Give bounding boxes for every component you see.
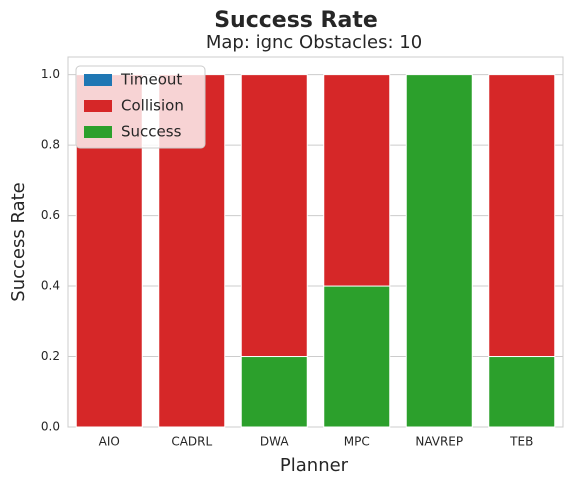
y-tick-label: 0.6 [41,208,60,222]
x-tick-label: TEB [509,435,533,449]
bar-segment [488,74,556,358]
x-tick-label: CADRL [171,435,212,449]
bar-segment [488,356,556,428]
legend-swatch [84,74,112,86]
y-axis-label: Success Rate [8,182,29,301]
bar-segment [323,74,391,287]
plot-frame [67,56,564,428]
legend-swatch [84,126,112,138]
legend-swatch [84,100,112,112]
bar-segment [405,74,473,428]
y-tick-label: 0.4 [41,279,60,293]
bar-segment [240,74,308,358]
x-tick-label: AIO [99,435,120,449]
legend-label: Timeout [120,71,182,89]
legend-label: Success [121,123,182,141]
y-tick-label: 1.0 [41,67,60,81]
y-tick-label: 0.2 [41,349,60,363]
y-tick-label: 0.0 [41,420,60,434]
chart-title: Success Rate [214,8,378,33]
bar-segment [240,356,308,428]
legend: Timeout Collision Success [75,65,206,149]
y-tick-label: 0.8 [41,138,60,152]
x-tick-label: MPC [344,435,370,449]
x-axis-label: Planner [280,455,349,476]
chart-subtitle: Map: ignc Obstacles: 10 [206,32,422,53]
x-tick-label: DWA [260,435,289,449]
x-tick-label: NAVREP [415,435,463,449]
legend-label: Collision [121,97,184,115]
bar-segment [323,285,391,428]
